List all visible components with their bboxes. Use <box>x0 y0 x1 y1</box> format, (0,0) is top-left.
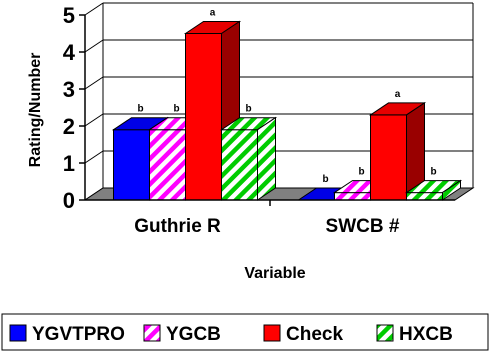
legend-item-check: Check <box>263 324 343 345</box>
gridline-side <box>84 39 104 53</box>
legend-border <box>1 313 489 351</box>
legend-swatch <box>9 324 27 342</box>
letter-labels: b b a b b b a b <box>137 8 436 186</box>
bars <box>111 20 463 201</box>
y-tick-label: 4 <box>63 40 76 65</box>
y-tick-label: 5 <box>63 3 75 28</box>
x-tick-label: Guthrie R <box>134 216 221 237</box>
data-label-check-swcb: a <box>395 89 401 100</box>
legend-item-hxcb: HXCB <box>376 324 453 345</box>
legend-item-ygvtpro: YGVTPRO <box>9 324 125 345</box>
legend-label: Check <box>286 324 343 345</box>
legend-label: HXCB <box>399 324 453 345</box>
legend-swatch <box>143 324 161 342</box>
y-axis-title: Rating/Number <box>27 53 44 168</box>
data-label-check-guthrie-r: a <box>210 8 216 19</box>
x-axis: Guthrie R SWCB # <box>85 199 455 237</box>
y-tick-label: 0 <box>63 188 75 213</box>
bar-check-swcb <box>368 101 427 201</box>
y-tick-label: 1 <box>63 151 75 176</box>
data-label-hxcb-guthrie-r: b <box>245 104 251 115</box>
gridline-side <box>84 150 104 164</box>
legend-swatch <box>263 324 281 342</box>
data-label-ygcb-guthrie-r: b <box>173 104 179 115</box>
legend: YGVTPRO YGCB Check HXCB <box>1 313 489 351</box>
data-label-ygcb-swcb: b <box>358 167 364 178</box>
gridline-side <box>84 2 104 16</box>
gridline-side <box>84 113 104 127</box>
gridline-side <box>84 76 104 90</box>
x-axis-title: Variable <box>244 265 305 282</box>
data-label-hxcb-swcb: b <box>430 167 436 178</box>
y-axis: 0 1 2 3 4 5 <box>63 3 86 213</box>
legend-label: YGVTPRO <box>32 324 125 345</box>
legend-swatch <box>376 324 394 342</box>
legend-item-ygcb: YGCB <box>143 324 221 345</box>
x-tick-label: SWCB # <box>326 216 400 237</box>
data-label-ygvtpro-guthrie-r: b <box>137 104 143 115</box>
bar-hxcb-swcb <box>404 179 463 201</box>
legend-label: YGCB <box>166 324 221 345</box>
y-tick-label: 3 <box>63 77 75 102</box>
data-label-ygvtpro-swcb: b <box>322 174 328 185</box>
bar-hxcb-guthrie-r <box>219 116 278 201</box>
y-tick-label: 2 <box>63 114 75 139</box>
